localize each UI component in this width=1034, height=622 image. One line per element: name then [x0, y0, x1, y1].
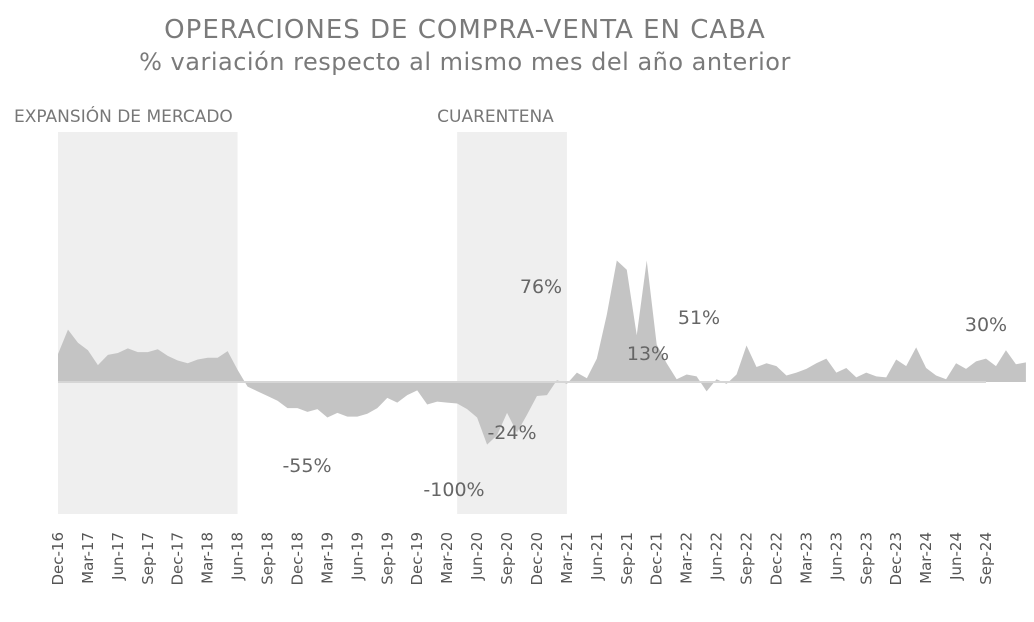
x-tick-label: Sep-18	[259, 532, 277, 585]
x-tick-label: Sep-23	[857, 532, 875, 585]
x-tick-label: Mar-21	[558, 532, 576, 584]
x-tick-label: Dec-18	[288, 532, 306, 586]
data-label: 76%	[520, 276, 562, 298]
x-tick-label: Jun-17	[109, 532, 127, 581]
data-label: -24%	[487, 422, 536, 444]
x-tick-label: Sep-21	[618, 532, 636, 585]
data-label: 30%	[965, 314, 1007, 336]
annotations: -55% -100% -24% 76% 13% 51% 30%	[282, 276, 1007, 501]
data-label: 13%	[627, 343, 669, 365]
plot-area	[58, 260, 1026, 445]
x-tick-label: Sep-22	[738, 532, 756, 585]
x-tick-label: Sep-24	[977, 532, 995, 585]
x-axis-ticks: Dec-16 Mar-17 Jun-17 Sep-17 Dec-17 Mar-18 Jun-…	[49, 532, 995, 586]
x-tick-label: Dec-20	[528, 532, 546, 586]
period-bands: EXPANSIÓN DE MERCADO CUARENTENA	[14, 105, 567, 514]
x-tick-label: Mar-17	[79, 532, 97, 584]
x-tick-label: Mar-20	[438, 532, 456, 584]
x-tick-label: Jun-24	[947, 532, 965, 581]
x-tick-label: Jun-23	[827, 532, 845, 581]
x-tick-label: Mar-19	[318, 532, 336, 584]
period-band	[58, 132, 238, 514]
x-tick-label: Sep-17	[139, 532, 157, 585]
x-tick-label: Mar-22	[678, 532, 696, 584]
x-tick-label: Sep-20	[498, 532, 516, 585]
chart-subtitle: % variación respecto al mismo mes del añ…	[139, 48, 791, 76]
period-band-label: CUARENTENA	[437, 107, 554, 127]
data-label: -55%	[282, 455, 331, 477]
period-band	[457, 132, 567, 514]
x-tick-label: Jun-22	[708, 532, 726, 581]
x-tick-label: Mar-24	[917, 532, 935, 584]
x-tick-label: Dec-16	[49, 532, 67, 586]
x-tick-label: Jun-21	[588, 532, 606, 581]
x-tick-label: Jun-18	[229, 532, 247, 581]
data-label: -100%	[423, 479, 484, 501]
x-tick-label: Jun-19	[348, 532, 366, 581]
x-tick-label: Mar-18	[199, 532, 217, 584]
x-tick-label: Dec-22	[767, 532, 785, 586]
period-band-label: EXPANSIÓN DE MERCADO	[14, 105, 233, 127]
x-tick-label: Dec-19	[408, 532, 426, 586]
series-area	[58, 260, 1026, 445]
x-tick-label: Dec-23	[887, 532, 905, 586]
x-tick-label: Dec-17	[169, 532, 187, 586]
chart-title: OPERACIONES DE COMPRA-VENTA EN CABA	[164, 15, 766, 45]
x-tick-label: Dec-21	[648, 532, 666, 586]
x-tick-label: Sep-19	[378, 532, 396, 585]
x-tick-label: Mar-23	[797, 532, 815, 584]
data-label: 51%	[678, 307, 720, 329]
x-tick-label: Jun-20	[468, 532, 486, 581]
